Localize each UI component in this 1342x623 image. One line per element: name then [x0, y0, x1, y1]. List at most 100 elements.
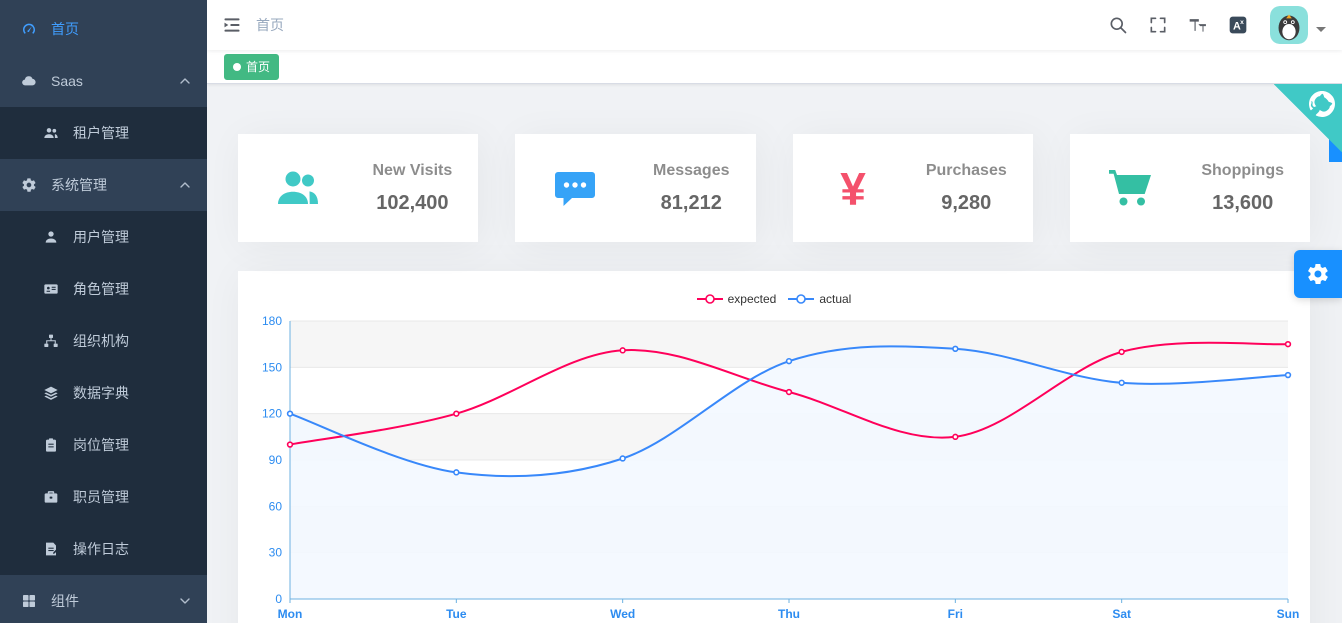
svg-text:Mon: Mon	[278, 607, 303, 621]
stat-card-title: Purchases	[925, 161, 1007, 179]
sidebar-item-label: 组织机构	[73, 333, 129, 349]
gear-icon	[21, 177, 37, 193]
svg-text:x: x	[1240, 19, 1244, 26]
stat-cards-row: New Visits 102,400 Messages 81,212 ¥ Pur…	[238, 134, 1310, 242]
user-avatar[interactable]	[1270, 6, 1308, 44]
line-chart: 0 30 60 90 120 150 180 Mon Tue Wed Thu Fri Sat Sun	[246, 311, 1302, 623]
sidebar-item-organization[interactable]: 组织机构	[0, 315, 207, 367]
stat-card-title: Shoppings	[1201, 161, 1284, 179]
sidebar-item-operation-log[interactable]: 操作日志	[0, 523, 207, 575]
briefcase-icon	[43, 489, 59, 505]
shopping-cart-icon	[1106, 164, 1154, 212]
cloud-icon	[21, 73, 37, 89]
sidebar-item-label: 职员管理	[73, 489, 129, 505]
chevron-up-icon	[179, 179, 191, 191]
money-icon: ¥	[829, 164, 877, 212]
legend-label: expected	[727, 292, 777, 306]
sidebar-item-label: 首页	[51, 21, 79, 37]
sidebar-item-components[interactable]: 组件	[0, 575, 207, 623]
svg-text:30: 30	[269, 546, 283, 560]
search-icon[interactable]	[1108, 15, 1128, 35]
chevron-down-icon	[179, 595, 191, 607]
stat-card-title: Messages	[653, 161, 730, 179]
svg-text:Sat: Sat	[1112, 607, 1131, 621]
sidebar-item-label: 租户管理	[73, 125, 129, 141]
sidebar-item-home[interactable]: 首页	[0, 3, 207, 55]
svg-text:60: 60	[269, 499, 283, 513]
sidebar-item-label: 数据字典	[73, 385, 129, 401]
text-size-icon[interactable]	[1188, 15, 1208, 35]
main-content: New Visits 102,400 Messages 81,212 ¥ Pur…	[207, 84, 1342, 623]
sidebar-item-label: Saas	[51, 73, 83, 89]
tag-home[interactable]: 首页	[224, 53, 280, 80]
sidebar: 首页 Saas 租户管理 系统管理 用户管理 角色管理 组织机构 数据字典 岗位…	[0, 0, 207, 623]
message-icon	[551, 164, 599, 212]
sidebar-item-data-dict[interactable]: 数据字典	[0, 367, 207, 419]
legend-item-actual[interactable]: actual	[788, 292, 851, 306]
legend-label: actual	[819, 292, 852, 306]
breadcrumb: 首页	[256, 17, 284, 33]
clipboard-icon	[43, 437, 59, 453]
legend-item-expected[interactable]: expected	[696, 292, 777, 306]
sidebar-item-label: 角色管理	[73, 281, 129, 297]
line-chart-svg: 0 30 60 90 120 150 180 Mon Tue Wed Thu Fri Sat Sun	[262, 314, 1300, 621]
role-card-icon	[43, 281, 59, 297]
sidebar-item-saas[interactable]: Saas	[0, 55, 207, 107]
log-icon	[43, 541, 59, 557]
svg-text:Thu: Thu	[778, 607, 800, 621]
sidebar-item-post-mgmt[interactable]: 岗位管理	[0, 419, 207, 471]
svg-text:150: 150	[262, 360, 282, 374]
stat-card-description: Shoppings 13,600	[1201, 162, 1284, 215]
sidebar-item-label: 组件	[51, 593, 79, 609]
stat-card-value: 9,280	[941, 191, 992, 214]
svg-text:Fri: Fri	[948, 607, 963, 621]
stat-card-description: Purchases 9,280	[926, 162, 1007, 215]
sidebar-item-label: 用户管理	[73, 229, 129, 245]
tags-view-bar: 首页	[207, 50, 1342, 84]
svg-text:Wed: Wed	[610, 607, 635, 621]
stat-card-description: Messages 81,212	[653, 162, 730, 215]
sidebar-item-label: 系统管理	[51, 177, 107, 193]
stat-card-messages[interactable]: Messages 81,212	[515, 134, 756, 242]
line-chart-card: expected actual 0 30 60 90 120 150 180 Mon Tue Wed…	[238, 271, 1310, 623]
svg-text:¥: ¥	[840, 164, 866, 212]
github-icon	[1304, 86, 1341, 123]
stat-card-purchases[interactable]: ¥ Purchases 9,280	[792, 134, 1033, 242]
svg-text:Tue: Tue	[446, 607, 467, 621]
layers-icon	[43, 385, 59, 401]
settings-panel-button[interactable]	[1294, 250, 1342, 298]
user-icon	[43, 229, 59, 245]
stat-card-title: New Visits	[372, 161, 453, 179]
active-tag-dot	[233, 62, 241, 71]
stat-card-value: 102,400	[376, 191, 449, 214]
stat-card-new-visits[interactable]: New Visits 102,400	[238, 134, 479, 242]
stat-card-shoppings[interactable]: Shoppings 13,600	[1069, 134, 1310, 242]
tenant-icon	[43, 125, 59, 141]
stat-card-value: 13,600	[1212, 191, 1274, 214]
sidebar-item-role-mgmt[interactable]: 角色管理	[0, 263, 207, 315]
sidebar-item-tenant-mgmt[interactable]: 租户管理	[0, 107, 207, 159]
stat-card-description: New Visits 102,400	[373, 162, 453, 215]
dashboard-icon	[21, 21, 37, 37]
caret-down-icon[interactable]	[1316, 27, 1326, 37]
svg-text:90: 90	[269, 453, 283, 467]
sidebar-item-user-mgmt[interactable]: 用户管理	[0, 211, 207, 263]
settings-gear-icon	[1306, 262, 1330, 286]
stat-card-value: 81,212	[660, 191, 722, 214]
sidebar-item-system-mgmt[interactable]: 系统管理	[0, 159, 207, 211]
hamburger-icon[interactable]	[222, 15, 242, 35]
svg-text:0: 0	[275, 592, 282, 606]
component-icon	[21, 593, 37, 609]
sidebar-item-label: 操作日志	[73, 541, 129, 557]
sidebar-item-staff-mgmt[interactable]: 职员管理	[0, 471, 207, 523]
sidebar-item-label: 岗位管理	[73, 437, 129, 453]
peoples-icon	[274, 164, 322, 212]
chevron-up-icon	[179, 75, 191, 87]
github-corner-ribbon[interactable]	[1274, 84, 1342, 152]
svg-text:A: A	[1233, 21, 1241, 33]
fullscreen-icon[interactable]	[1148, 15, 1168, 35]
svg-text:Sun: Sun	[1277, 607, 1300, 621]
